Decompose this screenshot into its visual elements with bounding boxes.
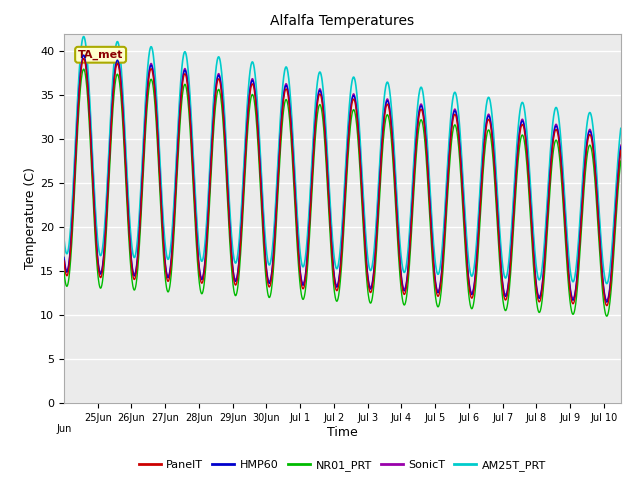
- Text: Jun: Jun: [56, 423, 72, 433]
- X-axis label: Time: Time: [327, 426, 358, 439]
- Legend: PanelT, HMP60, NR01_PRT, SonicT, AM25T_PRT: PanelT, HMP60, NR01_PRT, SonicT, AM25T_P…: [134, 456, 550, 475]
- Text: TA_met: TA_met: [78, 49, 124, 60]
- Title: Alfalfa Temperatures: Alfalfa Temperatures: [270, 14, 415, 28]
- Y-axis label: Temperature (C): Temperature (C): [24, 168, 37, 269]
